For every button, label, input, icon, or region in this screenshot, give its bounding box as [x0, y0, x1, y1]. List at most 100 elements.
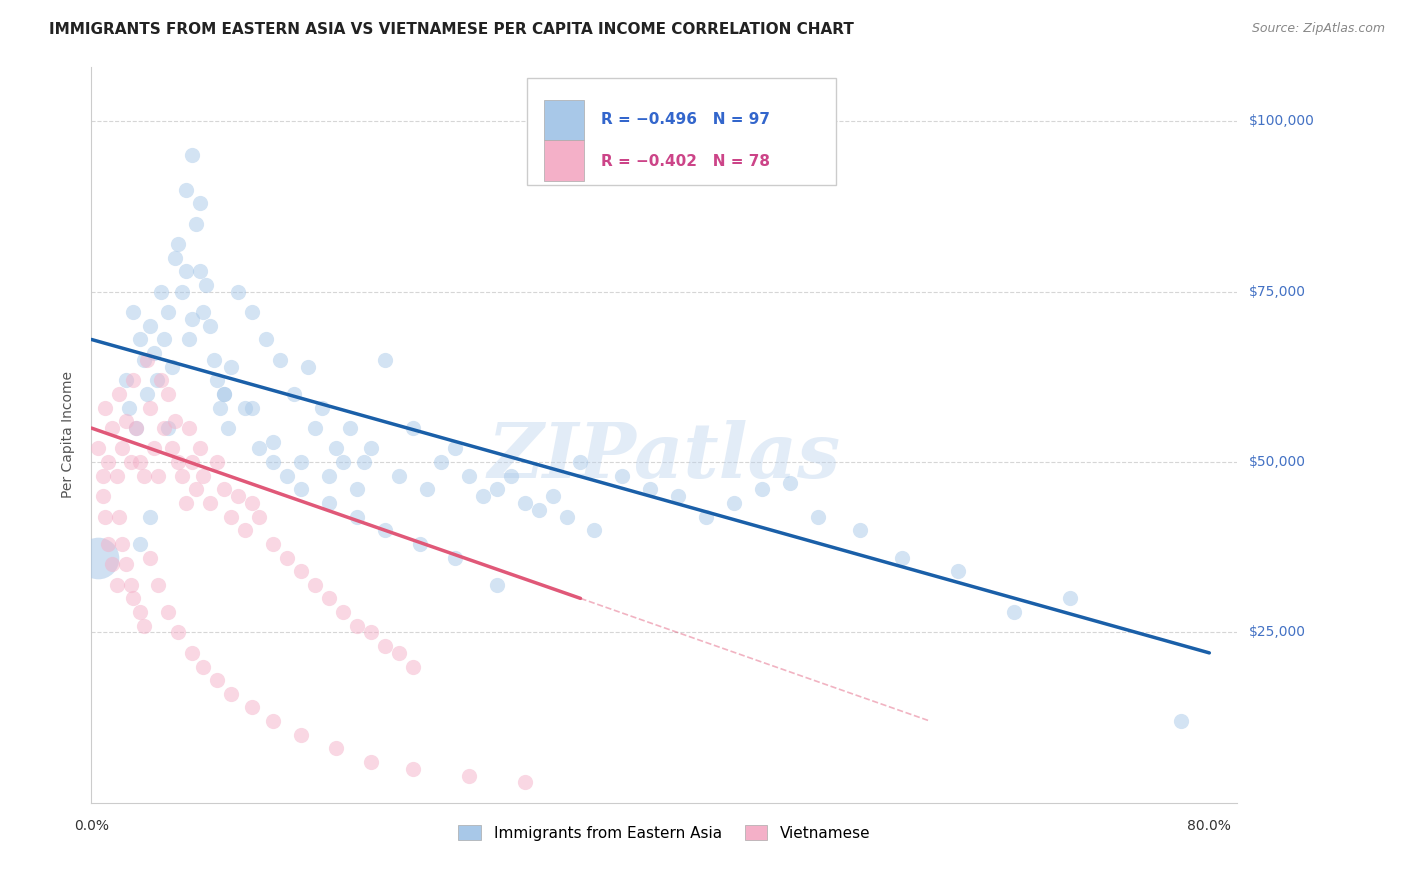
Text: $75,000: $75,000 — [1249, 285, 1305, 299]
Point — [91, 468, 114, 483]
Point — [849, 523, 872, 537]
Point — [262, 455, 284, 469]
Point — [148, 578, 170, 592]
Point — [139, 550, 162, 565]
Point — [198, 318, 221, 333]
Point — [167, 237, 190, 252]
Text: $50,000: $50,000 — [1249, 455, 1305, 469]
Point — [122, 305, 145, 319]
Point — [353, 455, 375, 469]
Point — [208, 401, 231, 415]
Point — [125, 421, 148, 435]
Point — [304, 578, 326, 592]
Point — [125, 421, 148, 435]
Point — [269, 352, 291, 367]
Point — [157, 605, 180, 619]
Point — [485, 483, 508, 497]
Point — [120, 578, 142, 592]
Point — [136, 352, 159, 367]
Point — [240, 401, 263, 415]
Point — [402, 421, 425, 435]
Point — [115, 414, 138, 428]
Point — [115, 373, 138, 387]
Text: 80.0%: 80.0% — [1188, 820, 1232, 833]
Point — [612, 468, 634, 483]
Y-axis label: Per Capita Income: Per Capita Income — [62, 371, 76, 499]
Point — [219, 687, 242, 701]
Point — [111, 442, 134, 456]
Point — [555, 509, 578, 524]
Point — [374, 639, 396, 653]
Point — [513, 775, 536, 789]
Point — [499, 468, 522, 483]
Point — [311, 401, 333, 415]
Point — [240, 496, 263, 510]
Point — [751, 483, 773, 497]
Legend: Immigrants from Eastern Asia, Vietnamese: Immigrants from Eastern Asia, Vietnamese — [453, 819, 876, 847]
Point — [193, 468, 215, 483]
Point — [157, 387, 180, 401]
Point — [890, 550, 912, 565]
Point — [219, 509, 242, 524]
Point — [205, 455, 228, 469]
Point — [360, 755, 382, 769]
Point — [402, 762, 425, 776]
Point — [240, 700, 263, 714]
Point — [569, 455, 592, 469]
Point — [262, 714, 284, 728]
Point — [318, 468, 340, 483]
Point — [339, 421, 361, 435]
Point — [172, 468, 194, 483]
Point — [290, 455, 312, 469]
Point — [94, 401, 117, 415]
Point — [194, 277, 217, 292]
Point — [346, 618, 368, 632]
Point — [290, 483, 312, 497]
Point — [527, 503, 550, 517]
Text: ZIPatlas: ZIPatlas — [488, 420, 841, 494]
Point — [666, 489, 689, 503]
Point — [190, 264, 212, 278]
Point — [190, 442, 212, 456]
Point — [346, 483, 368, 497]
Point — [139, 318, 162, 333]
Text: R = −0.402   N = 78: R = −0.402 N = 78 — [602, 153, 770, 169]
Point — [212, 483, 235, 497]
Point — [153, 421, 176, 435]
Point — [318, 496, 340, 510]
Point — [471, 489, 494, 503]
Point — [457, 468, 479, 483]
Point — [181, 455, 204, 469]
Point — [325, 741, 347, 756]
Point — [94, 509, 117, 524]
Point — [416, 483, 439, 497]
Point — [176, 183, 198, 197]
Point — [212, 387, 235, 401]
Point — [118, 401, 141, 415]
Point — [139, 401, 162, 415]
Point — [304, 421, 326, 435]
FancyBboxPatch shape — [544, 140, 583, 181]
Point — [129, 537, 152, 551]
Point — [723, 496, 745, 510]
Point — [193, 305, 215, 319]
Point — [429, 455, 451, 469]
Point — [165, 414, 187, 428]
Point — [443, 442, 465, 456]
Point — [318, 591, 340, 606]
Point — [167, 455, 190, 469]
Point — [1170, 714, 1192, 728]
Point — [143, 442, 166, 456]
Point — [332, 605, 354, 619]
Point — [297, 359, 319, 374]
Point — [254, 333, 277, 347]
Point — [240, 305, 263, 319]
Point — [129, 455, 152, 469]
Point — [360, 442, 382, 456]
Text: $25,000: $25,000 — [1249, 625, 1305, 640]
Point — [97, 455, 120, 469]
Point — [181, 148, 204, 162]
Point — [181, 312, 204, 326]
Point — [262, 434, 284, 449]
Text: Source: ZipAtlas.com: Source: ZipAtlas.com — [1251, 22, 1385, 36]
